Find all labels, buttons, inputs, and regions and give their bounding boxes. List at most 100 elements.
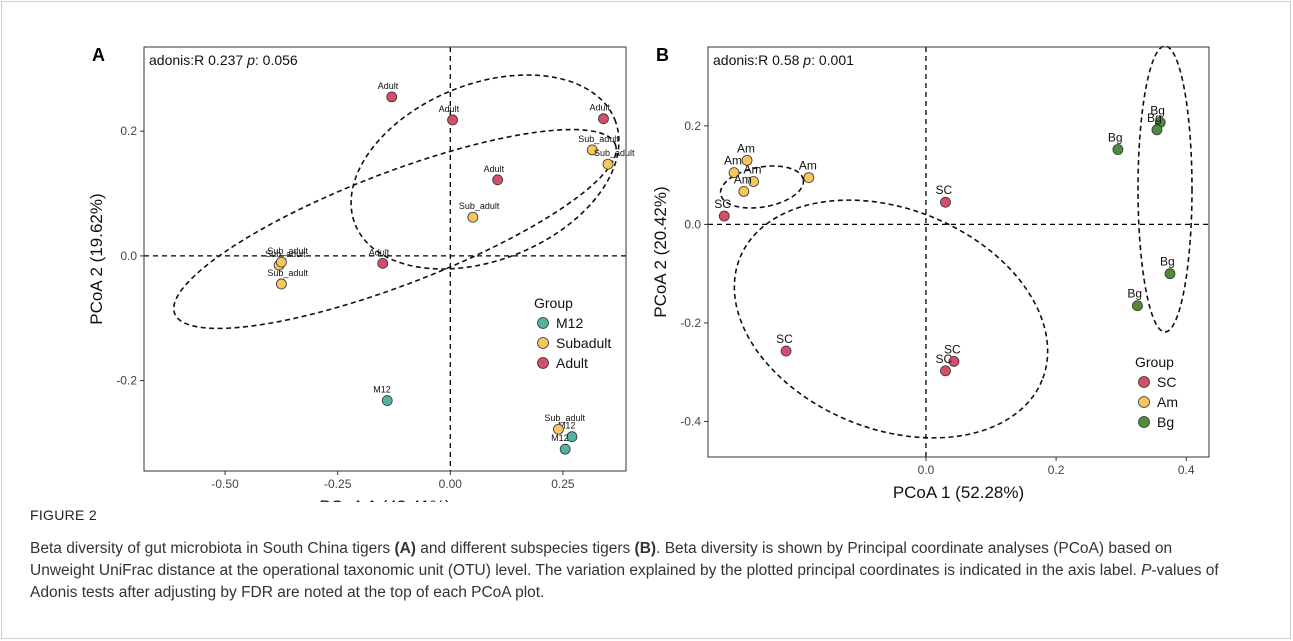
- data-point-sc: [940, 365, 951, 377]
- data-point-am: [803, 172, 815, 183]
- point-label: Bg: [1147, 111, 1162, 125]
- point-label: SC: [714, 197, 731, 211]
- point-label: Am: [744, 163, 762, 177]
- legend-label-m12: M12: [556, 315, 583, 331]
- data-point-subadult: [553, 423, 564, 435]
- figure-label: FIGURE 2: [30, 507, 97, 523]
- legend-marker-adult: [537, 357, 549, 369]
- y-tick-label: -0.4: [680, 415, 701, 429]
- data-point-am: [738, 185, 750, 197]
- confidence-ellipse-sc: [733, 199, 1049, 439]
- legend-label-adult: Adult: [556, 355, 588, 371]
- adonis-annotation: adonis:R 0.237 p: 0.056: [149, 52, 298, 68]
- point-label: Am: [799, 159, 817, 173]
- point-label: SC: [944, 342, 961, 356]
- data-point-am: [741, 154, 753, 166]
- plot-border: [143, 46, 627, 472]
- figure-area: A M12 M12 M12 Sub_adult Sub_adult Sub_adult Sub…: [2, 2, 1293, 516]
- point-label: Sub_adult: [578, 134, 619, 144]
- x-tick-label: -0.50: [211, 477, 239, 491]
- data-point-am: [748, 176, 759, 187]
- confidence-ellipse-bg: [1137, 45, 1193, 333]
- point-label: M12: [558, 421, 576, 431]
- panel-letter: B: [656, 45, 669, 65]
- point-label: Adult: [369, 247, 390, 257]
- data-point-sc: [940, 196, 951, 208]
- point-label: Adult: [589, 103, 610, 113]
- data-point-sc: [718, 210, 730, 222]
- caption-text-2: and different subspecies tigers: [415, 540, 635, 557]
- figure-svg: AM12M12M12Sub_adultSub_adultSub_adultSub…: [87, 45, 1210, 516]
- panel-a: AM12M12M12Sub_adultSub_adultSub_adultSub…: [87, 45, 635, 516]
- point-label: Adult: [439, 104, 460, 114]
- x-tick-label: -0.25: [324, 477, 352, 491]
- caption-text-4: -values of Adonis tests after adjusting …: [30, 562, 1219, 601]
- confidence-ellipse-am: [719, 165, 805, 209]
- adonis-annotation: adonis:R 0.58 p: 0.001: [713, 52, 854, 68]
- point-label: Adult: [378, 81, 399, 91]
- data-point-am: [728, 167, 740, 179]
- y-axis-label: PCoA 2 (19.62%): [87, 193, 106, 324]
- y-tick-label: -0.2: [116, 374, 137, 388]
- data-point-m12: [559, 443, 571, 455]
- data-point-m12: [566, 431, 578, 443]
- caption-p-italic: P: [1141, 562, 1152, 579]
- y-axis-label: PCoA 2 (20.42%): [651, 186, 670, 317]
- data-point-m12: [381, 395, 393, 406]
- caption-text-3: . Beta diversity is shown by Principal c…: [30, 540, 1173, 579]
- data-point-subadult: [602, 158, 614, 170]
- point-label: Am: [724, 154, 742, 168]
- data-point-bg: [1112, 144, 1124, 155]
- legend-marker-m12: [537, 317, 549, 329]
- x-tick-label: 0.2: [1048, 463, 1065, 477]
- legend-marker-am: [1138, 396, 1150, 408]
- point-label: Sub_adult: [459, 201, 500, 211]
- data-point-sc: [948, 355, 960, 367]
- point-label: Bg: [1150, 103, 1165, 117]
- point-label: Sub_adult: [544, 413, 585, 423]
- x-tick-label: 0.00: [439, 477, 463, 491]
- data-point-adult: [447, 114, 458, 126]
- figure-caption: Beta diversity of gut microbiota in Sout…: [30, 538, 1240, 604]
- data-point-adult: [386, 91, 398, 103]
- y-tick-label: 0.0: [120, 249, 137, 263]
- legend-label-subadult: Subadult: [556, 335, 611, 351]
- y-tick-label: 0.0: [684, 217, 701, 231]
- x-axis-label: PCoA 1 (52.28%): [893, 483, 1024, 502]
- x-axis-label: PCoA 1 (43.41%): [319, 497, 450, 502]
- y-tick-label: -0.2: [680, 316, 701, 330]
- point-label: Bg: [1127, 287, 1142, 301]
- point-label: SC: [935, 352, 952, 366]
- legend-label-sc: SC: [1157, 374, 1176, 390]
- data-point-subadult: [467, 211, 479, 223]
- point-label: Am: [734, 172, 752, 186]
- legend-label-am: Am: [1157, 394, 1178, 410]
- data-point-adult: [492, 174, 504, 186]
- point-label: Sub_adult: [265, 249, 306, 259]
- panel-letter: A: [92, 45, 105, 65]
- point-label: Bg: [1108, 131, 1123, 145]
- data-point-sc: [780, 345, 792, 357]
- caption-panel-b-ref: (B): [634, 540, 657, 557]
- caption-panel-a-ref: (A): [394, 540, 416, 557]
- legend-title: Group: [534, 295, 573, 311]
- data-point-adult: [598, 113, 609, 125]
- point-label: SC: [935, 183, 952, 197]
- point-label: M12: [373, 385, 391, 395]
- data-point-subadult: [275, 278, 287, 290]
- caption-text-1: Beta diversity of gut microbiota in Sout…: [30, 540, 395, 557]
- y-tick-label: 0.2: [684, 119, 701, 133]
- confidence-ellipse-subadult: [172, 128, 618, 330]
- point-label: Bg: [1160, 255, 1175, 269]
- data-point-bg: [1164, 268, 1176, 280]
- y-tick-label: 0.2: [120, 124, 137, 138]
- point-label: Sub_adult: [267, 246, 308, 256]
- point-label: Sub_adult: [267, 268, 308, 278]
- data-point-bg: [1132, 300, 1143, 312]
- x-tick-label: 0.4: [1178, 463, 1195, 477]
- confidence-ellipse-adult: [350, 74, 620, 270]
- point-label: Adult: [484, 164, 505, 174]
- data-point-adult: [377, 257, 389, 269]
